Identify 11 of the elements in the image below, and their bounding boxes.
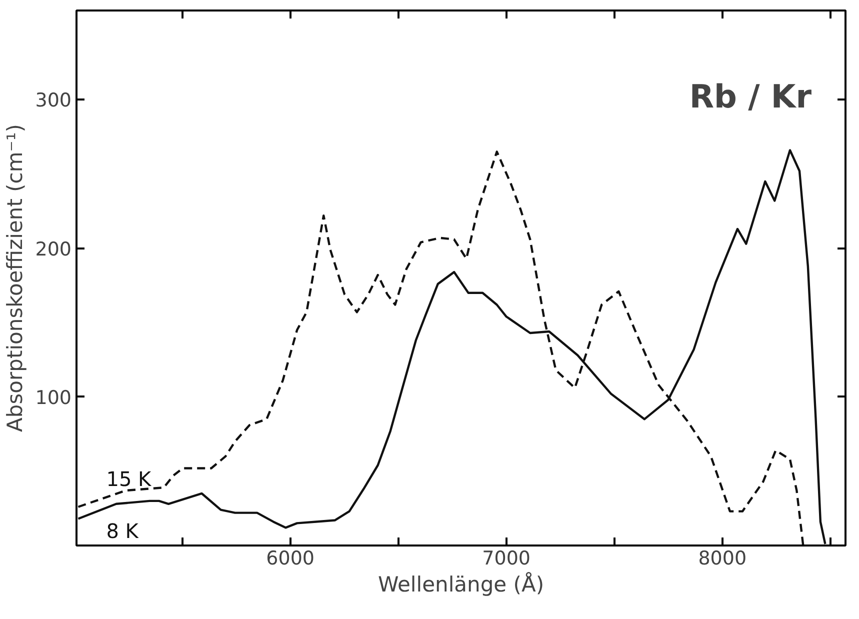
series-label: 15 K bbox=[106, 466, 152, 491]
x-axis-title: Wellenlänge (Å) bbox=[378, 572, 544, 596]
text: Rb / Kr bbox=[689, 78, 812, 116]
x-tick-label: 6000 bbox=[266, 548, 315, 570]
y-tick-label: 200 bbox=[35, 238, 72, 260]
y-tick-label: 300 bbox=[35, 90, 72, 112]
y-tick-label: 100 bbox=[35, 386, 72, 409]
x-tick-label: 8000 bbox=[698, 548, 747, 570]
x-tick-label: 7000 bbox=[482, 548, 531, 570]
y-axis-title: Absorptionskoeffizient (cm⁻¹) bbox=[3, 124, 28, 432]
series-label: 8 K bbox=[106, 518, 140, 543]
